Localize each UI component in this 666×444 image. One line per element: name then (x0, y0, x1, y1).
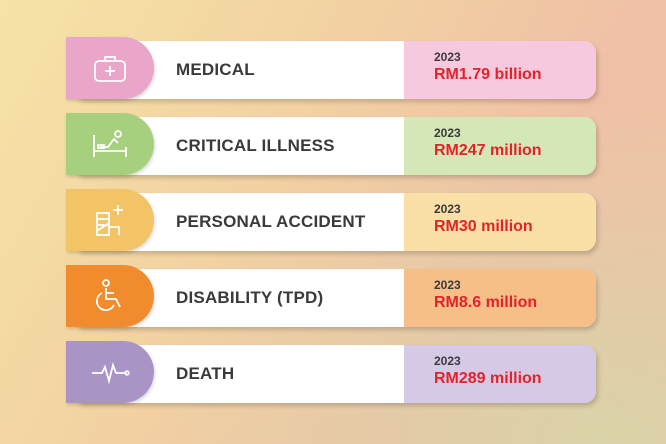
medical-kit-icon (66, 37, 154, 99)
value-panel: 2023 RM8.6 million (404, 269, 596, 327)
value-panel: 2023 RM1.79 billion (404, 41, 596, 99)
category-row-personal-accident: 2023 RM30 million PERSONAL ACCIDENT (66, 189, 602, 253)
year-label: 2023 (434, 278, 461, 292)
value-panel: 2023 RM247 million (404, 117, 596, 175)
category-row-critical-illness: 2023 RM247 million CRITICAL ILLNESS (66, 113, 602, 177)
category-row-medical: 2023 RM1.79 billion MEDICAL (66, 37, 602, 101)
category-label: MEDICAL (176, 60, 255, 79)
category-label: PERSONAL ACCIDENT (176, 212, 366, 231)
category-row-death: 2023 RM289 million DEATH (66, 341, 602, 405)
year-label: 2023 (434, 354, 461, 368)
claims-amount: RM289 million (434, 370, 542, 387)
category-label: DEATH (176, 364, 235, 383)
year-label: 2023 (434, 202, 461, 216)
claims-amount: RM8.6 million (434, 294, 538, 311)
claims-amount: RM247 million (434, 142, 542, 159)
claims-amount: RM30 million (434, 218, 533, 235)
wheelchair-icon (66, 265, 154, 327)
flatline-icon (66, 341, 154, 403)
category-label: DISABILITY (TPD) (176, 288, 324, 307)
year-label: 2023 (434, 126, 461, 140)
value-panel: 2023 RM289 million (404, 345, 596, 403)
category-label: CRITICAL ILLNESS (176, 136, 335, 155)
category-row-disability: 2023 RM8.6 million DISABILITY (TPD) (66, 265, 602, 329)
claims-amount: RM1.79 billion (434, 66, 542, 83)
injury-bandage-icon (66, 189, 154, 251)
value-panel: 2023 RM30 million (404, 193, 596, 251)
year-label: 2023 (434, 50, 461, 64)
hospital-bed-icon (66, 113, 154, 175)
